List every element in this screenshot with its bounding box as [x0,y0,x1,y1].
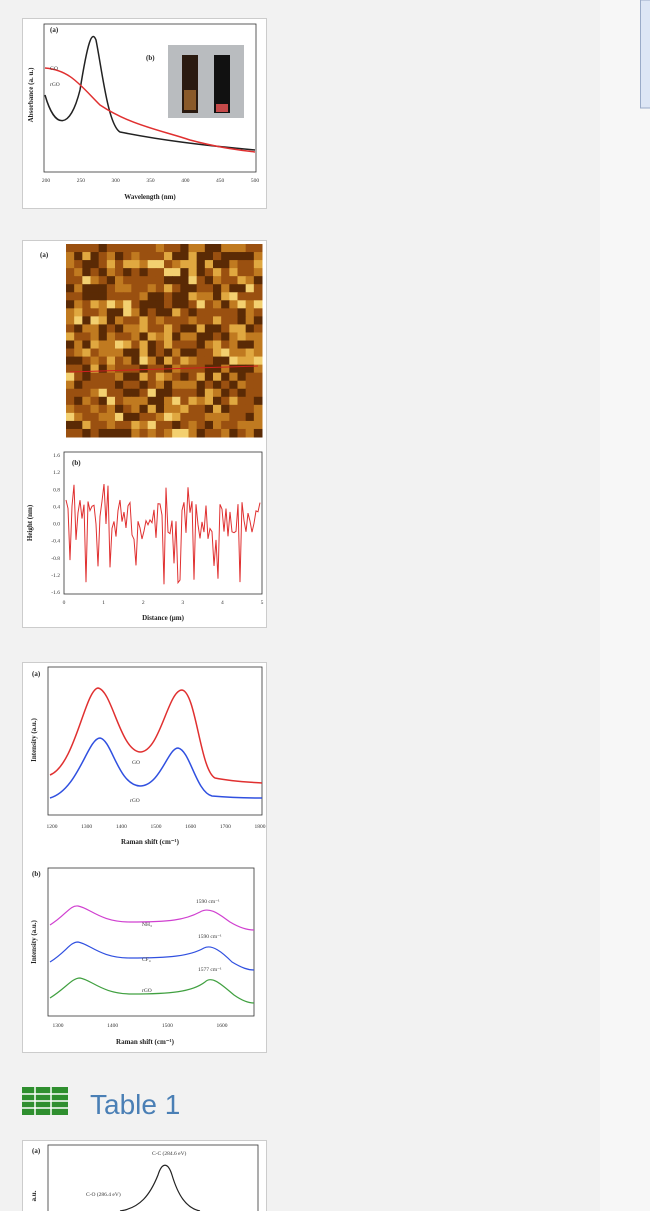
curve-label: NH₃ [142,922,152,928]
y-tick-label: -0.8 [51,556,60,562]
axis-label: Height (nm) [26,504,34,541]
peak-label: 1577 cm⁻¹ [198,967,222,973]
x-tick-label: 1400 [107,1023,118,1029]
panel-label: (a) [40,251,49,259]
peak-label: C-C (284.6 eV) [152,1150,187,1157]
panel-label: (b) [32,870,41,878]
side-widget [641,0,650,108]
figure-thumbnail[interactable]: (a) (b) Height (nm) Distance (μm) 1.6 1.2… [23,241,267,628]
x-tick-label: 450 [216,178,225,184]
figure-thumbnail[interactable]: (a) GO rGO Intensity (a.u.) Raman shift … [23,663,267,1053]
curve-label: GO [132,760,140,766]
y-tick-label: -1.6 [51,590,60,596]
figure-thumbnail[interactable]: (a) C-C (284.6 eV) C-O (286.4 eV) a.u. [23,1141,267,1211]
x-tick-label: 1500 [151,824,162,830]
curve-label: GO [50,66,58,72]
y-tick-label: 1.6 [53,453,60,459]
x-tick-label: 1300 [81,824,92,830]
x-tick-label: 0 [63,600,66,606]
panel-label: (b) [72,459,81,467]
axis-label: Absorbance (a. u.) [27,67,35,123]
axis-label: Raman shift (cm⁻¹) [116,1038,175,1046]
x-tick-label: 1200 [47,824,58,830]
x-tick-label: 5 [261,600,264,606]
figure-thumbnail[interactable]: (a) (b) GO rGO Absorbance (a. u.) Wavele… [23,19,267,209]
peak-label: 1590 cm⁻¹ [196,899,220,905]
curve-label: rGO [142,988,152,994]
x-tick-label: 1 [102,600,105,606]
x-tick-label: 1400 [116,824,127,830]
peak-label: 1590 cm⁻¹ [198,934,222,940]
axis-label: Distance (μm) [142,614,185,622]
y-tick-label: 1.2 [53,470,60,476]
axis-label: Intensity (a.u.) [30,919,38,963]
y-tick-label: 0.8 [53,487,60,493]
x-tick-label: 1300 [53,1023,64,1029]
curve-label: CF₄ [142,957,151,963]
y-tick-label: 0.4 [53,504,60,510]
x-tick-label: 1600 [217,1023,228,1029]
peak-label: C-O (286.4 eV) [86,1191,121,1198]
x-tick-label: 1700 [220,824,231,830]
panel-label: (b) [146,54,155,62]
x-tick-label: 200 [42,178,51,184]
x-tick-label: 1600 [185,824,196,830]
right-column [600,0,650,1211]
curve-label: rGO [130,798,140,804]
x-tick-label: 300 [112,178,121,184]
axis-label: Wavelength (nm) [124,193,176,201]
x-tick-label: 400 [181,178,190,184]
curve-label: rGO [50,82,60,88]
screen: (a) (b) GO rGO Absorbance (a. u.) Wavele… [0,0,650,1211]
x-tick-label: 1500 [162,1023,173,1029]
x-tick-label: 350 [146,178,155,184]
x-tick-label: 3 [181,600,184,606]
x-tick-label: 4 [221,600,224,606]
axis-label: Intensity (a.u.) [30,717,38,761]
axis-label: Raman shift (cm⁻¹) [121,838,180,846]
x-tick-label: 500 [251,178,260,184]
axis-label: a.u. [30,1190,38,1201]
y-tick-label: -1.2 [51,573,60,579]
page: {"figures": [ {"panel_a": "(a)", "panel_… [0,0,650,1211]
link-text[interactable]: Table 1 [90,1089,180,1120]
panel-label: (a) [50,26,59,34]
y-tick-label: -0.4 [51,539,60,545]
x-tick-label: 1800 [255,824,266,830]
x-tick-label: 2 [142,600,145,606]
panel-label: (a) [32,1147,41,1155]
y-tick-label: 0.0 [53,522,60,528]
panel-label: (a) [32,670,41,678]
x-tick-label: 250 [77,178,86,184]
